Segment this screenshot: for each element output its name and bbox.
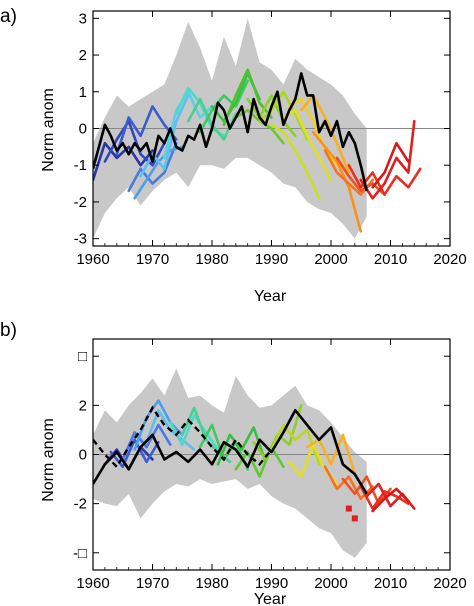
panel-b-plot-area: 1960 1970 1980 1990 2000 2010 2020 -□ -2 0 2 □ — [73, 338, 467, 592]
panel-a-ylabel: Norm anom — [40, 88, 57, 172]
panel-a-ensemble-series-18 — [299, 94, 351, 174]
panel-a-ytick-label-3: 0 — [79, 121, 87, 138]
panel-a-plot-area: 1960 1970 1980 1990 2000 2010 2020 -3 -2 -1 0 1 2 3 — [74, 10, 467, 268]
panel-a-label: a) — [0, 6, 17, 27]
panel-b-observed-line — [93, 408, 368, 495]
panel-b-observed-dashed-line — [93, 405, 273, 469]
panel-a-ensemble-series-9 — [198, 79, 249, 134]
panel-a-ensemble-series-3 — [127, 141, 178, 193]
panel-b-xtick-label-5: 2010 — [374, 575, 407, 592]
panel-b-xtick-label-4: 2000 — [314, 575, 347, 592]
panel-b-xtick-label-0: 1960 — [76, 575, 109, 592]
panel-a-ensemble-series-5 — [139, 94, 190, 178]
panel-a-ytick-label-5: 2 — [79, 47, 87, 64]
panel-b-xtick-label-2: 1980 — [195, 575, 228, 592]
panel-a-xtick-label-2: 1980 — [195, 251, 228, 268]
panel-b-ytick-label-3: 2 — [79, 397, 87, 414]
panel-a-ytick-label-1: -2 — [74, 194, 87, 211]
panel-b-ytick-label-0: -□ — [73, 545, 87, 562]
panel-a-ensemble-series-2 — [115, 105, 178, 156]
panel-a-ensemble-series-15 — [270, 123, 321, 200]
panel-a-ensemble-series-13 — [246, 94, 297, 138]
panel-b-ensemble-series-18 — [371, 487, 410, 513]
panel-b-ensemble-series-16 — [359, 485, 410, 510]
panel-a-xlabel: Year — [254, 288, 287, 305]
panel-a-ytick-label-0: -3 — [74, 231, 87, 248]
panel-a-ensemble-series-0 — [93, 141, 154, 182]
panel-a-ensemble-series-21 — [335, 156, 386, 196]
panel-b-ensemble-series-2 — [121, 423, 172, 461]
panel-b-xtick-label-3: 1990 — [255, 575, 288, 592]
panel-b: b) Year Norm anom 1960 1970 1980 1990 2000 20… — [0, 320, 467, 606]
panel-a-xtick-label-4: 2000 — [314, 251, 347, 268]
panel-b-xlabel: Year — [254, 591, 287, 606]
panel-b-ylabel: Norm anom — [40, 418, 57, 502]
panel-a-series-group — [93, 18, 450, 239]
panel-a-ytick-label-6: 3 — [79, 10, 87, 27]
panel-a-ensemble-series-22 — [347, 163, 422, 196]
panel-b-ensemble-series-15 — [341, 475, 392, 505]
panel-b-ensemble-series-5 — [169, 413, 220, 451]
panel-a-ensemble-series-24 — [371, 141, 410, 189]
panel-b-ytick-label-2: 0 — [79, 447, 87, 464]
panel-a-observed-line — [93, 72, 368, 192]
panel-b-ensemble-series-13 — [305, 433, 357, 476]
panel-a-ytick-label-2: -1 — [74, 157, 87, 174]
panel-a-xtick-label-0: 1960 — [76, 251, 109, 268]
panel-a-xtick-label-1: 1970 — [136, 251, 169, 268]
panel-b-marker-0 — [345, 505, 352, 512]
panel-b-marker-1 — [351, 515, 358, 522]
panel-b-ytick-label-4: □ — [78, 348, 87, 365]
panel-a-ensemble-series-23 — [359, 119, 416, 200]
panel-a-ensemble-series-14 — [258, 90, 309, 141]
panel-b-xtick-label-6: 2020 — [433, 575, 466, 592]
panel-a-xtick-label-6: 2020 — [433, 251, 466, 268]
panel-a-ensemble-series-16 — [282, 108, 333, 182]
panel-b-ensemble-series-11 — [270, 423, 321, 466]
panel-a-ensemble-series-19 — [311, 130, 363, 233]
panel-b-ytick-label-1: -2 — [74, 496, 87, 513]
panel-a: a) Year Norm anom 1960 1970 1980 1990 2000 20… — [0, 6, 467, 305]
panel-b-xtick-label-1: 1970 — [136, 575, 169, 592]
panel-a-ytick-label-4: 1 — [79, 84, 87, 101]
panel-b-ensemble-series-9 — [234, 445, 285, 478]
panel-a-xtick-label-5: 2010 — [374, 251, 407, 268]
panel-b-label: b) — [0, 320, 17, 341]
panel-b-series-group — [93, 368, 450, 558]
panel-a-xtick-label-3: 1990 — [255, 251, 288, 268]
